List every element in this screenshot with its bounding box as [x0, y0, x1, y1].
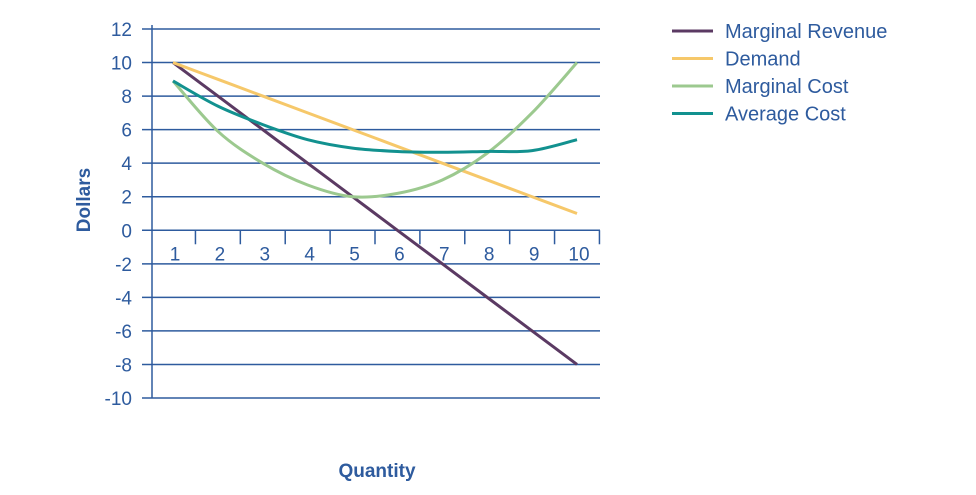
y-tick-label: -2 [115, 255, 132, 276]
x-tick-label: 1 [170, 244, 181, 265]
y-tick-label: 12 [111, 20, 132, 41]
series-line-marginal-cost [171, 61, 579, 199]
series-line-marginal-revenue [172, 61, 578, 366]
y-tick-label: 0 [121, 221, 132, 242]
legend-label: Average Cost [725, 104, 846, 126]
y-tick-label: 6 [121, 121, 132, 142]
x-tick-label: 2 [215, 244, 226, 265]
y-axis-label: Dollars [74, 168, 95, 232]
y-tick-label: 2 [121, 188, 132, 209]
x-tick-label: 5 [349, 244, 360, 265]
y-tick-label: -4 [115, 288, 132, 309]
x-tick-label: 8 [484, 244, 495, 265]
series-line-demand [172, 61, 578, 215]
y-tick-label: -10 [105, 389, 132, 410]
y-tick-label: 8 [121, 87, 132, 108]
legend-label: Marginal Revenue [725, 21, 887, 43]
x-axis-label: Quantity [338, 461, 415, 482]
x-tick-label: 9 [529, 244, 540, 265]
x-tick-label: 7 [439, 244, 450, 265]
x-tick-label: 3 [259, 244, 270, 265]
legend-label: Marginal Cost [725, 76, 849, 98]
y-tick-label: -6 [115, 322, 132, 343]
y-tick-label: -8 [115, 355, 132, 376]
x-tick-label: 4 [304, 244, 315, 265]
x-tick-label: 6 [394, 244, 405, 265]
y-tick-label: 10 [111, 54, 132, 75]
series-line-average-cost [172, 79, 578, 154]
legend-label: Demand [725, 49, 801, 71]
x-tick-label: 10 [568, 244, 589, 265]
y-tick-label: 4 [121, 154, 132, 175]
